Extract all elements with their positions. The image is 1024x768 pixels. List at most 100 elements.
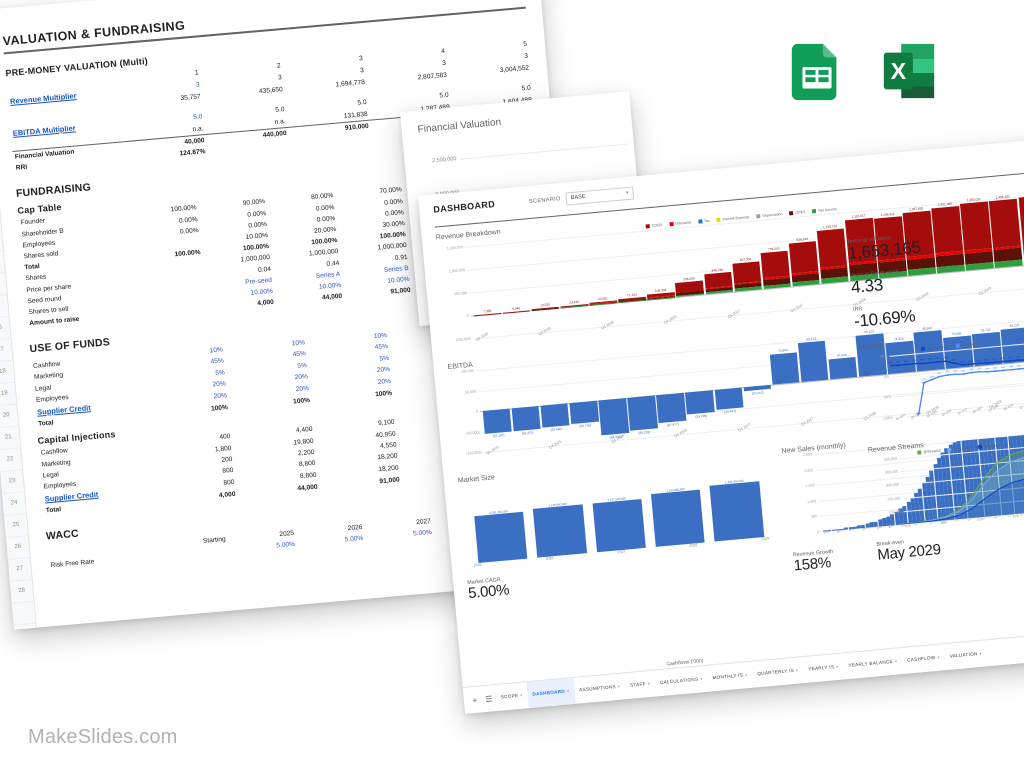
x-tick-label: 1/25: [904, 523, 911, 529]
bar: [540, 403, 570, 428]
scenario-select[interactable]: BASE ▾: [565, 186, 635, 206]
chart-margins: 50% 0% -50% -100% 34% 34% 34% 34% 33% 33% 33% 33% 26…: [860, 342, 1024, 421]
area: [904, 447, 1024, 525]
google-sheets-icon[interactable]: [786, 40, 848, 102]
stacked-bar: [531, 307, 560, 311]
data-label: (53,299): [695, 413, 708, 419]
stacked-bar: [675, 280, 705, 297]
row-number[interactable]: 22: [0, 448, 23, 473]
stacked-bar: [703, 271, 734, 295]
x-tick-label: 2026: [545, 556, 554, 561]
data-label: (50,716): [579, 423, 592, 429]
legend-item: @Stream2: [947, 446, 971, 452]
sheet-tab-monthly-is[interactable]: MONTHLY IS ▾: [706, 662, 753, 692]
chevron-down-icon[interactable]: ▾: [617, 683, 621, 689]
bar: [482, 408, 513, 435]
x-tick-label: 2028: [689, 543, 698, 548]
data-point: [953, 373, 958, 376]
bar-segment: [760, 250, 791, 279]
data-point: [968, 363, 973, 365]
data-label: 33%: [919, 358, 925, 363]
y-axis: 100,000 50,000 0 (50,000) (100,000): [446, 369, 483, 456]
legend-item: @Stream3: [917, 449, 941, 455]
data-point: [985, 371, 990, 373]
bar-column: 1,147,500,000: [590, 470, 646, 553]
stacked-bar: [618, 296, 647, 303]
sheet-tab-calculations[interactable]: CALCULATIONS ▾: [654, 666, 709, 697]
line-series: [889, 342, 1024, 418]
row-number[interactable]: 28: [9, 579, 34, 604]
area: [904, 475, 1024, 525]
data-label: 33%: [935, 357, 941, 361]
y-tick-label: 500,000: [453, 290, 468, 297]
all-sheets-icon[interactable]: ☰: [484, 693, 493, 704]
add-sheet-icon[interactable]: +: [472, 695, 478, 705]
chevron-down-icon[interactable]: ▾: [795, 667, 799, 673]
chevron-down-icon[interactable]: ▾: [566, 688, 570, 694]
x-tick-label: 1/26: [940, 520, 947, 525]
data-point: [961, 373, 966, 375]
sheet-tab-dashboard[interactable]: DASHBOARD ▾: [526, 677, 576, 709]
sheet-tab-assumptions[interactable]: ASSUMPTIONS ▾: [573, 673, 626, 704]
y-tick-label: 2,500,000: [431, 156, 457, 165]
sheet-tab-yearly-is[interactable]: YEARLY IS ▾: [802, 653, 845, 683]
data-point: [993, 370, 998, 372]
area-outline: [902, 476, 1024, 525]
bar-segment: [732, 261, 762, 284]
data-label: (56,376): [521, 430, 534, 436]
legend-swatch: [697, 219, 703, 224]
bar-column: 1,091,200,000: [471, 481, 528, 564]
x-tick-label: 1/28: [1012, 513, 1019, 519]
sheet-tab-scope[interactable]: SCOPE ▾: [495, 682, 529, 711]
data-label: -5%: [936, 371, 942, 376]
chevron-down-icon[interactable]: ▾: [520, 692, 523, 698]
row-number[interactable]: [11, 601, 36, 626]
data-point: [922, 381, 926, 384]
data-point: [896, 364, 901, 366]
scenario-label: SCENARIO: [528, 196, 562, 205]
microsoft-excel-icon[interactable]: X: [878, 40, 940, 102]
chevron-down-icon[interactable]: ▾: [700, 676, 703, 682]
bar: [592, 498, 646, 553]
data-label: -11%: [928, 374, 935, 379]
row-number[interactable]: 25: [4, 514, 28, 538]
row-number[interactable]: 21: [0, 426, 21, 451]
y-tick-label: 100,000: [888, 509, 902, 515]
row-number[interactable]: 24: [2, 492, 27, 517]
y-tick-label: 1,000: [806, 498, 817, 504]
row-number[interactable]: 20: [0, 404, 19, 429]
data-label: 34%: [903, 359, 909, 364]
bar: [569, 400, 599, 424]
bar-segment: [531, 307, 560, 311]
data-label: (80,239): [638, 429, 651, 435]
data-point: [929, 378, 934, 381]
sheet-tab-staff[interactable]: STAFF ▾: [624, 671, 656, 700]
row-number[interactable]: [13, 623, 38, 630]
chevron-down-icon[interactable]: ▾: [744, 672, 748, 678]
stacked-bar: [788, 241, 820, 287]
data-label: (54,460): [550, 427, 563, 433]
data-point: [960, 363, 965, 366]
row-number[interactable]: 26: [6, 536, 30, 560]
sheet-tab-quarterly-is[interactable]: QUARTERLY IS ▾: [751, 657, 804, 688]
bar: [714, 387, 744, 411]
legend-label: COGS: [651, 222, 663, 228]
dashboard-title: DASHBOARD: [432, 199, 496, 215]
tab-label: MONTHLY IS: [712, 672, 744, 681]
chevron-down-icon[interactable]: ▾: [835, 663, 839, 670]
legend-item: @Stream1: [977, 443, 1001, 450]
data-label: 19%: [999, 356, 1005, 361]
chevron-down-icon[interactable]: ▾: [647, 680, 651, 687]
x-tick-label: 1/25: [822, 529, 830, 536]
row-number[interactable]: 27: [7, 557, 32, 582]
data-label: (57,197): [492, 433, 505, 439]
legend-swatch: [947, 447, 952, 452]
legend-label: Gross Margin: [926, 344, 949, 351]
bar-column: 1,146,900,000: [531, 475, 587, 558]
x-tick-label: 4/25: [835, 527, 843, 535]
legend-swatch: [716, 217, 721, 223]
legend-item: Net Margin: [955, 342, 979, 348]
data-point: [945, 374, 950, 376]
data-label: -17%: [920, 377, 927, 382]
row-number[interactable]: 23: [0, 470, 25, 495]
